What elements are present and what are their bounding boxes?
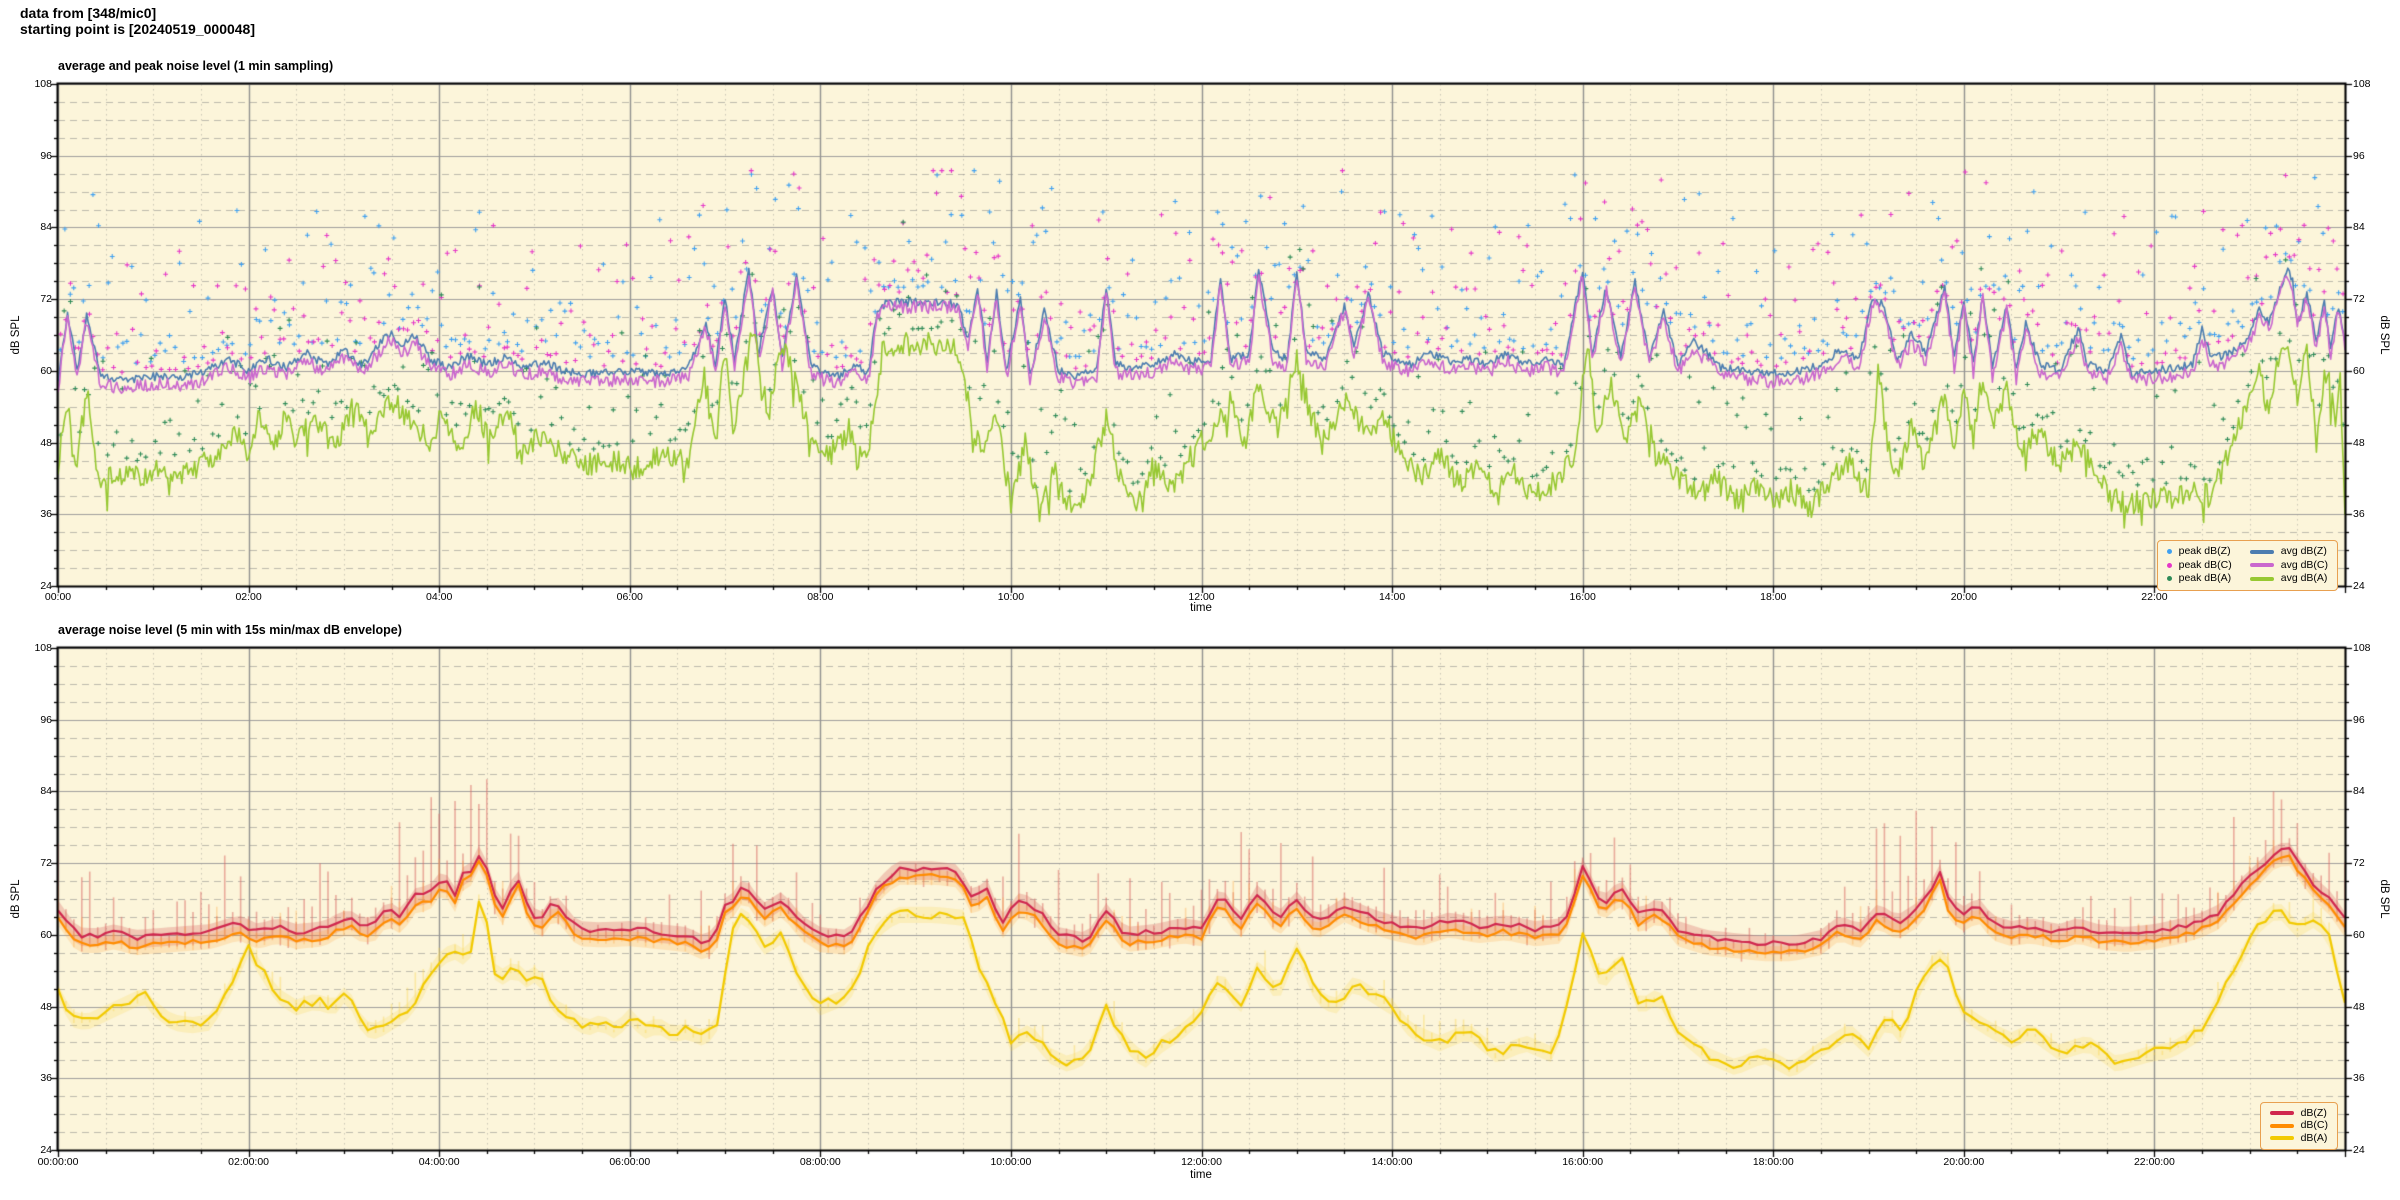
y-tick-label: 84 xyxy=(40,221,52,234)
chart1-title: average and peak noise level (1 min samp… xyxy=(58,59,334,73)
chart1-legend: peak dB(Z) peak dB(C) peak dB(A) avg dB(Z) a… xyxy=(2156,540,2338,591)
legend-label: peak dB(Z) xyxy=(2178,545,2231,558)
x-tick-label: 04:00:00 xyxy=(418,1156,460,1168)
y-tick-label: 72 xyxy=(40,857,52,870)
legend-entry: dB(A) xyxy=(2269,1131,2328,1145)
y-tick-label: 108 xyxy=(2353,78,2371,90)
legend-point-marker xyxy=(2166,562,2172,568)
legend-label: peak dB(C) xyxy=(2178,558,2232,571)
y-tick-label: 48 xyxy=(40,1000,52,1013)
y-tick-label: 24 xyxy=(40,580,52,592)
legend-point-marker xyxy=(2166,549,2172,555)
x-tick-label: 18:00 xyxy=(1760,591,1787,603)
x-tick-label: 06:00:00 xyxy=(609,1156,651,1168)
chart1-ylabel-right: dB SPL xyxy=(2378,315,2390,355)
x-tick-label: 10:00 xyxy=(997,591,1025,603)
x-tick-label: 14:00 xyxy=(1378,591,1406,603)
y-tick-label: 24 xyxy=(40,1144,52,1156)
y-tick-label: 36 xyxy=(2353,508,2365,521)
y-tick-label: 108 xyxy=(34,78,52,90)
x-tick-label: 08:00:00 xyxy=(799,1156,841,1168)
legend-label: avg dB(C) xyxy=(2280,558,2328,571)
y-tick-label: 84 xyxy=(2353,785,2365,798)
chart1-ylabel-left: dB SPL xyxy=(10,315,22,355)
legend-line-marker xyxy=(2249,549,2274,554)
legend-entry: peak dB(A) xyxy=(2166,572,2232,586)
y-tick-label: 36 xyxy=(2353,1072,2365,1085)
y-tick-label: 60 xyxy=(2353,928,2365,941)
chart2-legend: dB(Z) dB(C) dB(A) xyxy=(2259,1102,2338,1150)
y-tick-label: 36 xyxy=(40,508,52,521)
legend-label: dB(Z) xyxy=(2300,1106,2327,1119)
legend-line-marker xyxy=(2269,1123,2294,1128)
x-tick-label: 22:00:00 xyxy=(2133,1156,2175,1168)
y-tick-label: 84 xyxy=(40,785,52,798)
legend-entry: avg dB(A) xyxy=(2249,572,2328,586)
x-tick-label: 10:00:00 xyxy=(990,1156,1032,1168)
x-tick-label: 14:00:00 xyxy=(1371,1156,1413,1168)
header-starting-point: starting point is [20240519_000048] xyxy=(20,21,256,37)
chart2-xlabel: time xyxy=(1190,1169,1212,1181)
legend-label: avg dB(Z) xyxy=(2280,545,2327,558)
legend-point-marker xyxy=(2166,576,2172,582)
chart2-ylabel-right: dB SPL xyxy=(2378,879,2390,919)
x-tick-label: 02:00 xyxy=(235,591,262,603)
y-tick-label: 108 xyxy=(34,642,52,654)
legend-line-marker xyxy=(2269,1136,2294,1141)
y-tick-label: 60 xyxy=(2353,364,2365,377)
chart1-xlabel: time xyxy=(1190,602,1212,614)
y-tick-label: 48 xyxy=(40,436,52,449)
y-tick-label: 96 xyxy=(40,713,52,726)
legend-label: avg dB(A) xyxy=(2280,572,2328,585)
header-data-source: data from [348/mic0] xyxy=(20,5,157,21)
x-tick-label: 00:00:00 xyxy=(37,1156,79,1168)
x-tick-label: 04:00 xyxy=(426,591,453,603)
y-tick-label: 48 xyxy=(2353,436,2365,449)
x-tick-label: 20:00:00 xyxy=(1943,1156,1985,1168)
chart2-title: average noise level (5 min with 15s min/… xyxy=(58,623,402,637)
x-tick-label: 12:00 xyxy=(1188,591,1215,603)
legend-line-marker xyxy=(2249,563,2274,568)
y-tick-label: 96 xyxy=(40,149,52,162)
x-tick-label: 16:00 xyxy=(1569,591,1596,603)
y-tick-label: 96 xyxy=(2353,149,2365,162)
legend-entry: peak dB(Z) xyxy=(2166,545,2232,559)
x-tick-label: 08:00 xyxy=(807,591,834,603)
y-tick-label: 24 xyxy=(2353,580,2365,592)
y-tick-label: 24 xyxy=(2353,1144,2365,1156)
y-tick-label: 72 xyxy=(2353,293,2365,306)
y-tick-label: 36 xyxy=(40,1072,52,1085)
x-tick-label: 20:00 xyxy=(1950,591,1977,603)
x-tick-label: 06:00 xyxy=(616,591,643,603)
y-tick-label: 48 xyxy=(2353,1000,2365,1013)
legend-entry: avg dB(C) xyxy=(2249,558,2328,573)
x-tick-label: 12:00:00 xyxy=(1181,1156,1222,1168)
legend-entry: dB(Z) xyxy=(2269,1106,2328,1120)
legend-label: peak dB(A) xyxy=(2178,572,2232,585)
legend-entry: dB(C) xyxy=(2269,1119,2328,1133)
y-tick-label: 60 xyxy=(40,364,52,377)
y-tick-label: 96 xyxy=(2353,713,2365,726)
y-tick-label: 72 xyxy=(40,293,52,306)
legend-line-marker xyxy=(2269,1111,2294,1116)
legend-label: dB(C) xyxy=(2300,1119,2328,1132)
x-tick-label: 18:00:00 xyxy=(1752,1156,1794,1168)
y-tick-label: 60 xyxy=(40,928,52,941)
x-tick-label: 02:00:00 xyxy=(228,1156,270,1168)
legend-entry: avg dB(Z) xyxy=(2249,545,2328,559)
chart2-ylabel-left: dB SPL xyxy=(10,879,22,919)
x-tick-label: 22:00 xyxy=(2141,591,2168,603)
legend-label: dB(A) xyxy=(2300,1131,2328,1144)
x-tick-label: 16:00:00 xyxy=(1562,1156,1604,1168)
y-tick-label: 72 xyxy=(2353,857,2365,870)
x-tick-label: 00:00 xyxy=(44,591,72,603)
y-tick-label: 84 xyxy=(2353,221,2365,234)
legend-entry: peak dB(C) xyxy=(2166,558,2232,573)
legend-line-marker xyxy=(2249,576,2274,581)
y-tick-label: 108 xyxy=(2353,642,2371,654)
